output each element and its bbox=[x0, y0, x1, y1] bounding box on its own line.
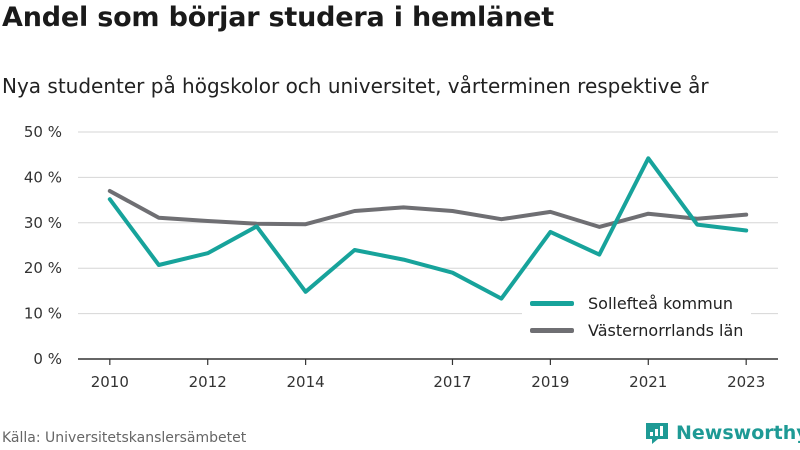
newsworthy-logo-icon bbox=[646, 423, 668, 444]
y-tick-label-10: 10 % bbox=[24, 305, 62, 323]
x-tick-label-2023: 2023 bbox=[727, 373, 765, 391]
x-tick-label-2021: 2021 bbox=[629, 373, 667, 391]
x-tick-label-2012: 2012 bbox=[189, 373, 227, 391]
series-line-1 bbox=[107, 156, 749, 301]
legend-swatch-series-1 bbox=[530, 301, 574, 306]
x-tick-label-2014: 2014 bbox=[287, 373, 325, 391]
legend-item-series-1: Sollefteå kommun bbox=[530, 290, 743, 317]
chart-legend: Sollefteå kommun Västernorrlands län bbox=[522, 286, 752, 350]
y-tick-label-50: 50 % bbox=[24, 123, 62, 141]
y-tick-label-20: 20 % bbox=[24, 259, 62, 277]
y-tick-label-30: 30 % bbox=[24, 214, 62, 232]
legend-label-series-1: Sollefteå kommun bbox=[588, 294, 733, 313]
source-note: Källa: Universitetskanslersämbetet bbox=[2, 430, 247, 446]
chart-title: Andel som börjar studera i hemlänet bbox=[2, 2, 554, 33]
x-tick-label-2010: 2010 bbox=[91, 373, 129, 391]
y-tick-label-0: 0 % bbox=[33, 350, 62, 368]
x-tick-label-2017: 2017 bbox=[433, 373, 471, 391]
y-tick-label-40: 40 % bbox=[24, 168, 62, 186]
x-tick-label-2019: 2019 bbox=[531, 373, 569, 391]
brand-logo: Newsworthy bbox=[644, 420, 800, 446]
legend-item-series-2: Västernorrlands län bbox=[530, 317, 743, 344]
chart-subtitle: Nya studenter på högskolor och universit… bbox=[2, 74, 709, 98]
series-line-2 bbox=[107, 189, 749, 229]
legend-swatch-series-2 bbox=[530, 328, 574, 333]
legend-label-series-2: Västernorrlands län bbox=[588, 321, 744, 340]
brand-name: Newsworthy bbox=[676, 422, 800, 444]
